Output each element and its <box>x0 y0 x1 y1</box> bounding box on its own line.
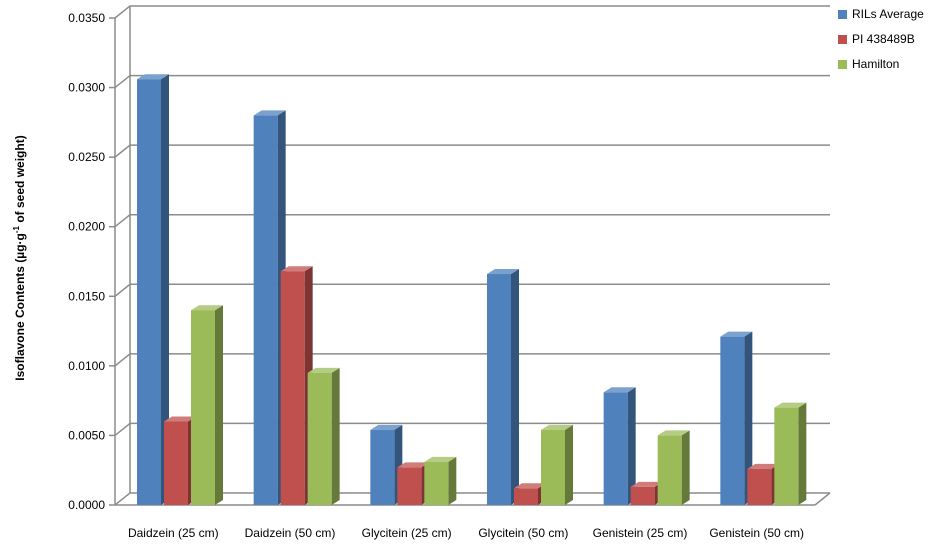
bar <box>370 424 403 505</box>
bar-top <box>370 424 403 430</box>
bar-side <box>681 430 690 505</box>
bar-front <box>657 435 682 505</box>
bar-front <box>191 310 215 505</box>
legend-label: RILs Average <box>852 7 924 21</box>
bar-side <box>215 305 223 505</box>
axes <box>109 6 831 506</box>
legend-swatch <box>838 10 847 19</box>
bar <box>774 402 807 505</box>
x-category-label: Glycitein (50 cm) <box>478 526 568 540</box>
legend-swatch <box>838 60 847 69</box>
bar-top <box>720 331 753 337</box>
bar-front <box>603 392 628 505</box>
bar <box>603 387 636 505</box>
bar-front <box>137 79 161 506</box>
bar-top <box>630 481 663 487</box>
x-category-label: Daidzein (50 cm) <box>245 526 336 540</box>
gridline <box>114 213 830 228</box>
bar-top <box>747 463 780 469</box>
y-tick-label: 0.0300 <box>68 81 105 95</box>
gridline <box>114 74 830 89</box>
bar-side <box>798 402 807 505</box>
x-category-label: Daidzein (25 cm) <box>128 526 219 540</box>
bar-front <box>164 421 188 505</box>
bar-side <box>565 424 573 505</box>
bar-front <box>280 271 305 505</box>
y-axis-label: Isoflavone Contents (µg·g-1 of seed weig… <box>12 135 27 380</box>
bar-top <box>280 266 313 272</box>
legend-swatch <box>838 35 847 44</box>
bar-front <box>720 336 745 505</box>
bar-front <box>630 486 655 505</box>
bar-top <box>541 424 573 430</box>
bar-front <box>747 468 772 505</box>
y-tick-label: 0.0100 <box>68 359 105 373</box>
bar-top <box>774 402 807 408</box>
y-tick-label: 0.0250 <box>68 150 105 164</box>
bar-front <box>424 461 449 505</box>
bar-top <box>657 430 690 436</box>
gridline <box>114 144 830 158</box>
bar <box>424 456 457 505</box>
y-tick-label: 0.0200 <box>68 220 105 234</box>
bar-top <box>603 387 636 393</box>
x-category-label: Genistein (50 cm) <box>709 526 804 540</box>
bar <box>307 367 340 505</box>
x-category-label: Glycitein (25 cm) <box>362 526 452 540</box>
bar-top <box>397 462 430 468</box>
bar-front <box>307 372 332 505</box>
bar <box>657 430 690 505</box>
y-tick-labels: 0.0000 0.0050 0.0100 0.0150 0.0200 0.0250 0.03… <box>68 11 105 512</box>
bar-front <box>541 429 565 505</box>
y-tick-label: 0.0050 <box>68 428 105 442</box>
bar-top <box>424 456 457 462</box>
x-category-labels: Daidzein (25 cm) Daidzein (50 cm) Glycitei… <box>128 526 804 540</box>
bar-top <box>191 305 223 311</box>
gridline <box>114 5 830 19</box>
bar-side <box>331 367 340 505</box>
bar <box>137 74 169 506</box>
bar-top <box>253 110 286 116</box>
bar-top <box>514 483 546 489</box>
gridline <box>114 283 830 297</box>
y-tick-label: 0.0150 <box>68 289 105 303</box>
y-tick-label: 0.0350 <box>68 11 105 25</box>
bar <box>541 424 573 505</box>
bar-front <box>253 115 278 506</box>
bar-front <box>397 467 422 505</box>
legend-label: Hamilton <box>852 57 899 71</box>
y-tick-label: 0.0000 <box>68 498 105 512</box>
bar <box>720 331 753 505</box>
bar-front <box>370 429 395 505</box>
bar <box>487 269 519 505</box>
bar-top <box>137 74 169 80</box>
bars <box>137 74 807 506</box>
bar-side <box>511 269 519 505</box>
bar-front <box>487 274 511 505</box>
bar-front <box>514 488 538 505</box>
bar-side <box>627 387 636 505</box>
legend: RILs Average PI 438489B Hamilton <box>838 7 924 71</box>
bar-top <box>164 416 196 422</box>
x-category-label: Genistein (25 cm) <box>593 526 688 540</box>
bar-top <box>307 367 340 373</box>
bar-top <box>487 269 519 275</box>
bar <box>253 110 286 506</box>
bar <box>191 305 223 505</box>
bar-side <box>161 74 169 506</box>
bar-side <box>744 331 753 505</box>
bar-side <box>448 456 457 505</box>
bar-front <box>774 407 799 505</box>
legend-label: PI 438489B <box>852 32 915 46</box>
